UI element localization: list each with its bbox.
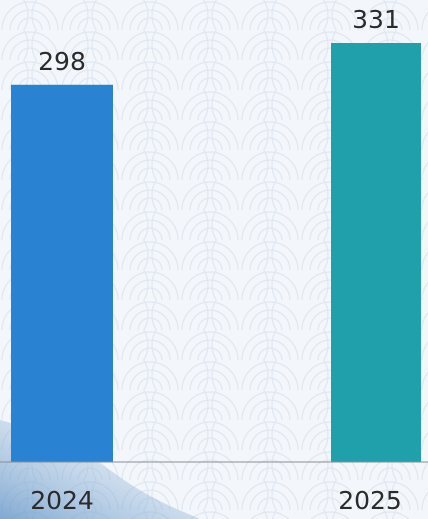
x-tick-label: 2024 bbox=[30, 486, 94, 515]
value-label: 298 bbox=[38, 47, 86, 76]
bar bbox=[331, 43, 421, 462]
plot: 2024 298 2025 331 bbox=[11, 5, 421, 515]
value-label: 331 bbox=[352, 5, 400, 34]
bar bbox=[11, 84, 113, 463]
x-tick-label: 2025 bbox=[338, 486, 402, 515]
